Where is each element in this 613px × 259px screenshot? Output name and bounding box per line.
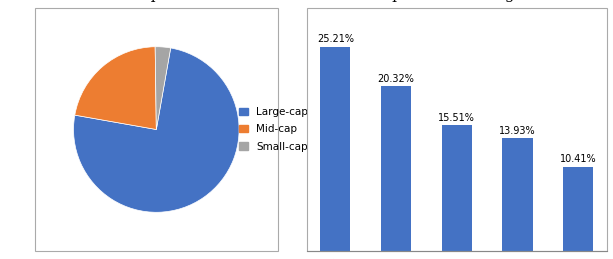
Bar [563, 167, 593, 251]
Text: 20.32%: 20.32% [378, 74, 414, 84]
Text: 10.41%: 10.41% [560, 154, 596, 164]
Text: 25.21%: 25.21% [317, 34, 354, 44]
Title: Top 5 Sector Weights: Top 5 Sector Weights [375, 0, 539, 2]
Title: Market cap allocation: Market cap allocation [72, 0, 241, 2]
Wedge shape [74, 48, 239, 212]
Legend: Large-cap, Mid-cap, Small-cap: Large-cap, Mid-cap, Small-cap [240, 107, 308, 152]
Text: 13.93%: 13.93% [499, 126, 536, 136]
Bar [441, 125, 472, 251]
Wedge shape [155, 47, 170, 130]
Text: 15.51%: 15.51% [438, 113, 475, 123]
Bar [320, 47, 351, 251]
Wedge shape [75, 47, 156, 130]
Bar [381, 86, 411, 251]
Bar [502, 138, 533, 251]
